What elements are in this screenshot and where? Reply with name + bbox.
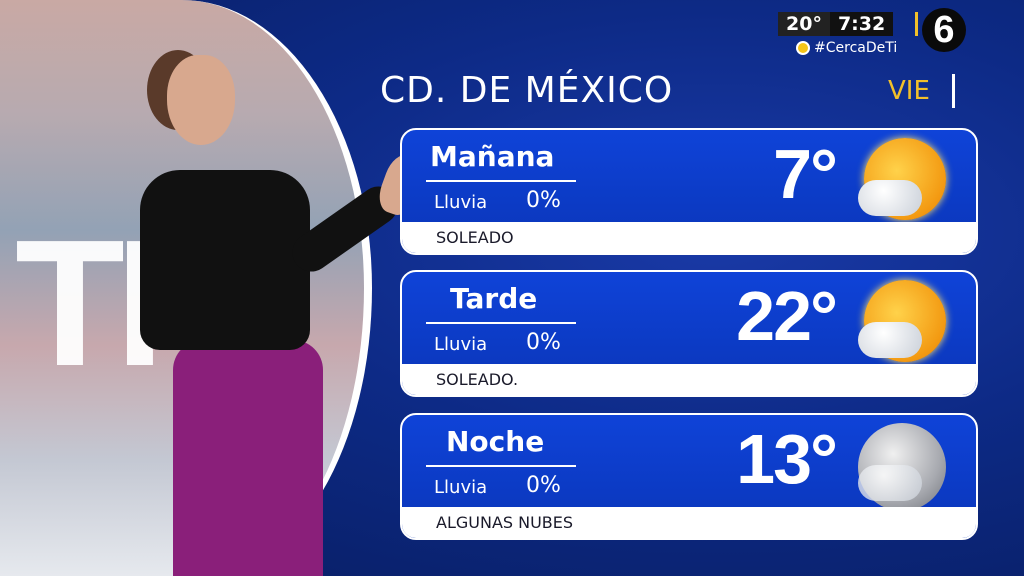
presenter-pants [173, 340, 323, 576]
rain-value: 0% [526, 330, 561, 355]
presenter-top [140, 170, 310, 350]
city-title: CD. DE MÉXICO [380, 70, 674, 111]
period-name: Mañana [430, 140, 555, 173]
sun-cloud-icon [858, 280, 946, 368]
sun-dot-icon [796, 41, 810, 55]
rain-label: Lluvia [434, 192, 488, 213]
forecast-card-manana: Mañana Lluvia 0% 7° SOLEADO [400, 128, 978, 255]
current-temp: 20° [778, 12, 830, 36]
sun-cloud-icon [858, 138, 946, 226]
temperature: 22° [736, 277, 838, 355]
day-label: VIE [888, 76, 930, 106]
divider [915, 12, 919, 36]
divider [426, 180, 576, 182]
background-logo: TI [15, 203, 165, 404]
current-time: 7:32 [829, 12, 894, 36]
period-name: Noche [446, 425, 545, 458]
temperature: 13° [736, 420, 838, 498]
temperature: 7° [773, 135, 838, 213]
rain-value: 0% [526, 473, 561, 498]
forecast-card-tarde: Tarde Lluvia 0% 22° SOLEADO. [400, 270, 978, 397]
hashtag: #CercaDeTi [796, 40, 897, 56]
condition: SOLEADO [402, 222, 976, 253]
rain-label: Lluvia [434, 477, 488, 498]
forecast-card-noche: Noche Lluvia 0% 13° ALGUNAS NUBES [400, 413, 978, 540]
condition: SOLEADO. [402, 364, 976, 395]
presenter [135, 50, 429, 576]
divider [426, 322, 576, 324]
status-box: 20° 7:32 [778, 12, 919, 36]
hashtag-text: #CercaDeTi [814, 40, 898, 56]
rain-value: 0% [526, 188, 561, 213]
day-divider [952, 74, 955, 108]
moon-cloud-icon [858, 423, 946, 511]
divider [426, 465, 576, 467]
condition: ALGUNAS NUBES [402, 507, 976, 538]
rain-label: Lluvia [434, 334, 488, 355]
presenter-head [167, 55, 235, 145]
channel-logo: 6 [922, 8, 966, 52]
period-name: Tarde [450, 282, 538, 315]
